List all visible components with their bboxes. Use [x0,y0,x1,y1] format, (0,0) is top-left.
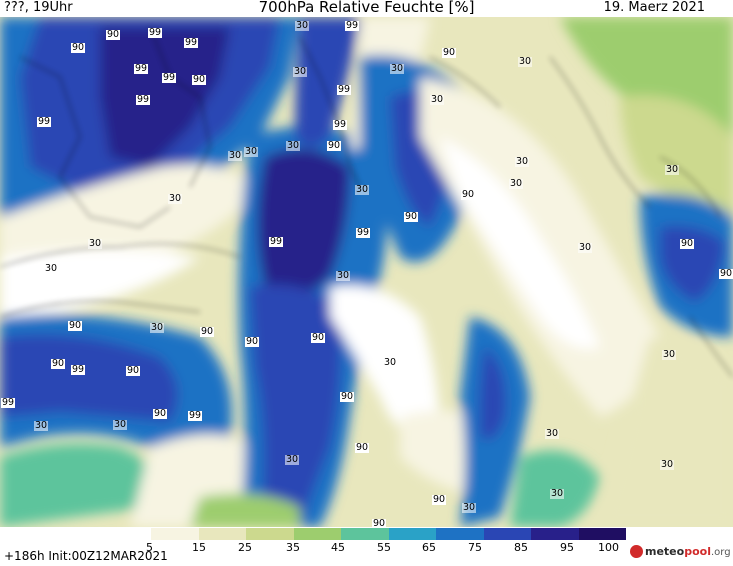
map-title: 700hPa Relative Feuchte [%] [258,0,475,16]
contour-label: 30 [150,322,165,333]
contour-label: 30 [518,56,533,67]
contour-label: 99 [136,94,151,105]
contour-label: 99 [337,84,352,95]
contour-label: 99 [269,236,284,247]
contour-label: 30 [286,140,301,151]
colorbar-tick-label: 85 [514,541,528,554]
contour-label: 90 [432,494,447,505]
contour-label: 99 [1,397,16,408]
humidity-field [0,17,733,527]
contour-label: 99 [345,20,360,31]
colorbar-tick-label: 55 [377,541,391,554]
contour-label: 30 [168,193,183,204]
colorbar-tick-label: 5 [146,541,153,554]
colorbar-tick-label: 35 [286,541,300,554]
colorbar-segment [341,528,390,540]
contour-label: 30 [383,357,398,368]
colorbar-tick-label: 65 [422,541,436,554]
contour-label: 30 [462,502,477,513]
contour-label: 30 [295,20,310,31]
colorbar-segment [578,528,627,540]
contour-label: 30 [113,419,128,430]
contour-label: 99 [71,364,86,375]
logo-main: meteo [645,545,685,558]
contour-label: 90 [126,365,141,376]
contour-label: 30 [515,156,530,167]
run-info: +186h Init:00Z12MAR2021 [4,549,168,563]
contour-label: 30 [390,63,405,74]
contour-label: 90 [200,326,215,337]
colorbar-tick-label: 75 [468,541,482,554]
contour-label: 30 [244,146,259,157]
contour-label: 30 [578,242,593,253]
contour-label: 90 [106,29,121,40]
map-header: ???, 19Uhr 700hPa Relative Feuchte [%] 1… [0,0,733,18]
colorbar-segment [531,528,580,540]
forecast-date: 19. Maerz 2021 [603,0,705,15]
colorbar-segment [151,528,200,540]
humidity-bands [0,17,733,527]
contour-label: 90 [245,336,260,347]
colorbar-segment [483,528,532,540]
colorbar [104,528,627,540]
contour-label: 30 [550,488,565,499]
colorbar-segment [293,528,342,540]
contour-label: 90 [372,518,387,527]
contour-label: 30 [665,164,680,175]
colorbar-segment [436,528,485,540]
colorbar-tick-label: 25 [238,541,252,554]
contour-label: 90 [327,140,342,151]
colorbar-segment [198,528,247,540]
humidity-map: 99 90 99 90 99 99 99 90 30 30 30 99 90 30 30 99 99 99 30 90… [0,17,733,527]
contour-label: 90 [192,74,207,85]
contour-label: 30 [285,454,300,465]
contour-label: 90 [68,320,83,331]
contour-label: 30 [430,94,445,105]
contour-label: 30 [293,66,308,77]
colorbar-tick-label: 95 [560,541,574,554]
contour-label: 30 [88,238,103,249]
contour-label: 30 [509,178,524,189]
contour-label: 30 [34,420,49,431]
coastlines [0,26,733,378]
contour-label: 90 [311,332,326,343]
contour-label: 90 [404,211,419,222]
contour-label: 90 [719,268,733,279]
contour-label: 30 [545,428,560,439]
logo-domain: .org [710,547,731,558]
colorbar-segment [246,528,295,540]
forecast-day-label: ???, 19Uhr [4,0,73,15]
contour-label: 99 [134,63,149,74]
colorbar-tick-label: 15 [192,541,206,554]
contour-label: 99 [356,227,371,238]
colorbar-segment [388,528,437,540]
contour-label: 99 [162,72,177,83]
contour-label: 30 [228,150,243,161]
contour-label: 99 [37,116,52,127]
contour-label: 99 [188,410,203,421]
contour-label: 90 [461,189,476,200]
contour-label: 90 [153,408,168,419]
contour-label: 30 [660,459,675,470]
contour-label: 99 [333,119,348,130]
contour-label: 90 [442,47,457,58]
contour-label: 30 [355,184,370,195]
contour-label: 30 [44,263,59,274]
logo-accent: pool [684,545,711,558]
contour-label: 90 [71,42,86,53]
contour-label: 99 [148,27,163,38]
colorbar-tick-label: 100 [598,541,619,554]
contour-label: 99 [184,37,199,48]
colorbar-tick-label: 45 [331,541,345,554]
colorbar-segment [104,528,152,540]
contour-label: 90 [680,238,695,249]
contour-label: 30 [336,270,351,281]
contour-label: 30 [662,349,677,360]
meteopool-logo: meteopool.org [630,544,731,559]
logo-icon [630,544,643,558]
contour-label: 90 [340,391,355,402]
contour-label: 90 [355,442,370,453]
contour-label: 90 [51,358,66,369]
